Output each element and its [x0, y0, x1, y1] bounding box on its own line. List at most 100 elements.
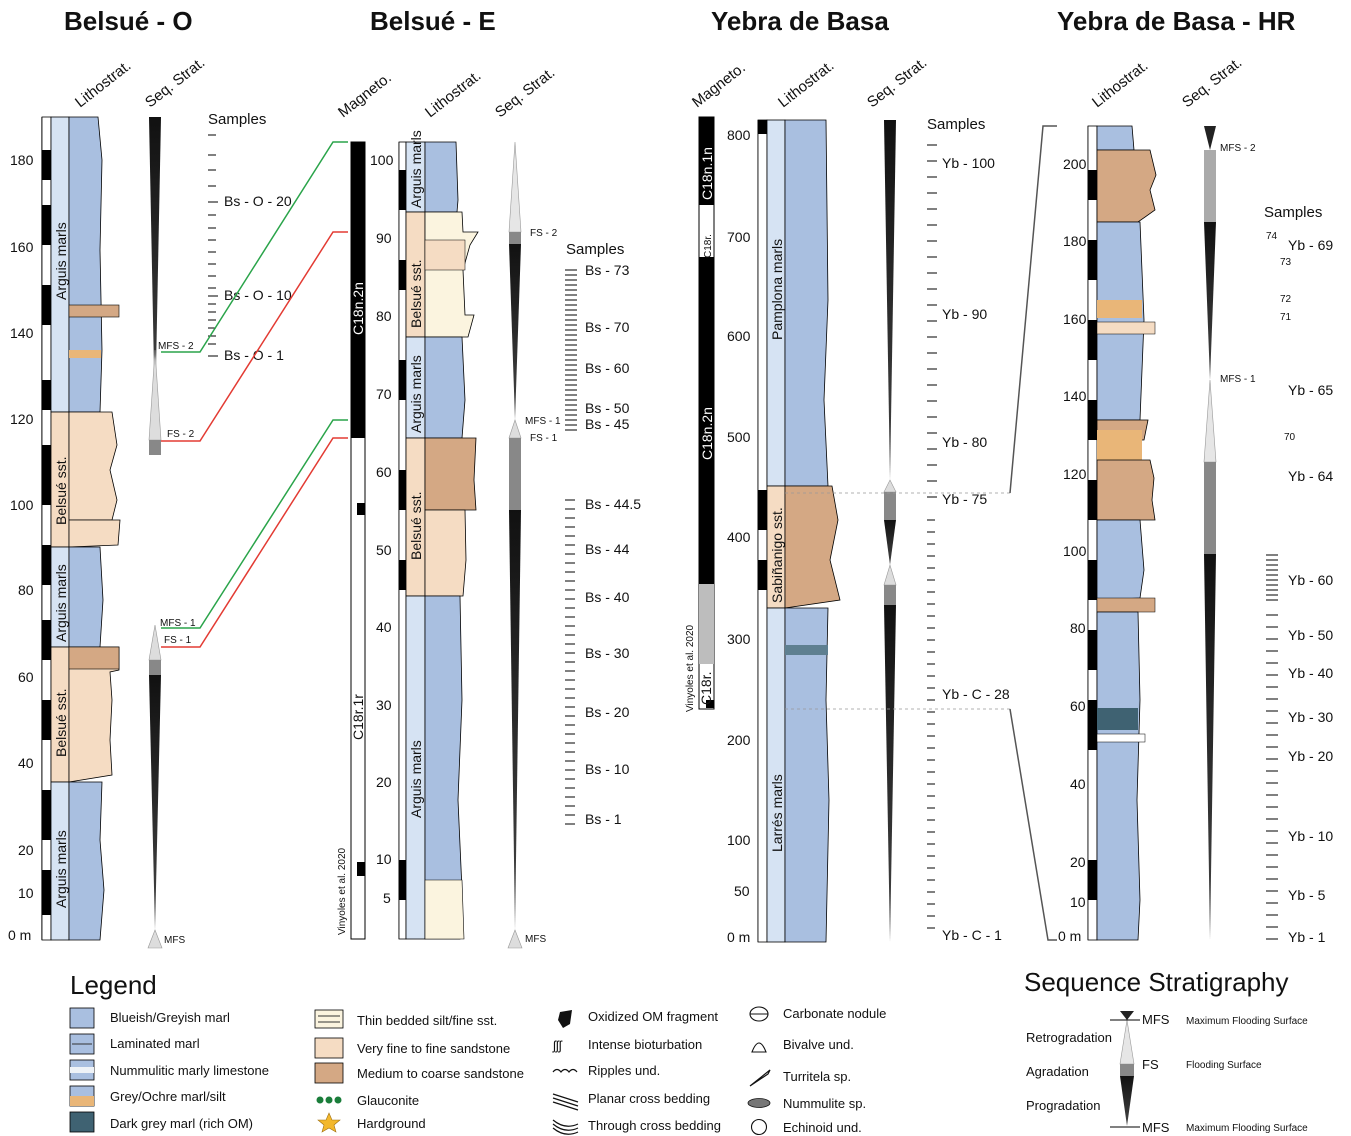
surface-label-bo: MFS - 2: [158, 341, 194, 352]
sample-label-hr: Yb - 64: [1288, 468, 1333, 484]
surface-label-hr: MFS - 1: [1220, 374, 1256, 385]
axis-tick-bo: 20: [18, 842, 34, 858]
header-samples-hr: Samples: [1264, 204, 1322, 221]
magneto-label-yb: C18r.: [703, 234, 714, 258]
correlation-fs2: [161, 231, 348, 442]
surface-label-hr: MFS - 2: [1220, 143, 1256, 154]
hardground-icon: [317, 1112, 341, 1133]
sample-label-be: Bs - 10: [585, 761, 630, 777]
axis-tick-bo: 120: [10, 411, 34, 427]
surface-label-be: MFS: [525, 934, 546, 945]
sample-label-bo: Bs - O - 10: [224, 287, 292, 303]
sample-label-be: Bs - 50: [585, 400, 630, 416]
sample-label-be: Bs - 30: [585, 645, 630, 661]
oxidized-om-icon: [558, 1010, 572, 1028]
legend: Legend Blueish/Greyish marl Laminated ma…: [69, 970, 886, 1136]
axis-tick-hr: 20: [1070, 854, 1086, 870]
axis-tick-hr: 40: [1070, 776, 1086, 792]
legend-item: Glauconite: [357, 1093, 419, 1108]
unit-label-bo: Belsué sst.: [53, 457, 69, 525]
legend-item: Medium to coarse sandstone: [357, 1066, 524, 1081]
surface-label-bo: FS - 2: [167, 429, 195, 440]
legend-item: Nummulitic marly limestone: [110, 1063, 269, 1078]
header-seqstrat-yb: Seq. Strat.: [864, 54, 930, 111]
axis-tick-bo: 100: [10, 497, 34, 513]
seqstrat-fs-desc: Flooding Surface: [1186, 1060, 1262, 1071]
axis-tick-yb: 300: [727, 631, 751, 647]
unit-label-be: Belsué sst.: [408, 492, 424, 560]
magneto-ref-yb: Vinyoles et al. 2020: [685, 624, 696, 712]
sample-label-hr: Yb - 69: [1288, 237, 1333, 253]
sample-label-hr: Yb - 40: [1288, 665, 1333, 681]
sample-label-bo: Bs - O - 20: [224, 193, 292, 209]
sample-label-be: Bs - 45: [585, 416, 630, 432]
surface-label-bo: FS - 1: [164, 635, 192, 646]
sample-label-be: Bs - 60: [585, 360, 630, 376]
ripples-icon: [552, 1068, 578, 1073]
axis-tick-bo: 180: [10, 152, 34, 168]
header-lithostrat-hr: Lithostrat.: [1089, 57, 1151, 111]
sample-label-be: Bs - 70: [585, 319, 630, 335]
header-seqstrat-hr: Seq. Strat.: [1179, 54, 1245, 111]
swatch-fine-sandstone: [314, 1037, 344, 1059]
sample-label-hr: Yb - 10: [1288, 828, 1333, 844]
swatch-dark-marl: [69, 1111, 95, 1133]
legend-item: Through cross bedding: [588, 1118, 721, 1133]
unit-label-yb: Pamplona marls: [769, 239, 785, 340]
sample-label-be: Bs - 40: [585, 589, 630, 605]
sample-label-yb: Yb - 90: [942, 306, 987, 322]
sample-label-hr: 71: [1280, 312, 1292, 323]
unit-label-bo: Arguis marls: [53, 830, 69, 908]
correlation-mfs2: [161, 141, 348, 353]
axis-tick-be: 20: [376, 774, 392, 790]
header-samples-yb: Samples: [927, 116, 985, 133]
axis-tick-bo: 10: [18, 885, 34, 901]
axis-tick-hr: 0 m: [1058, 928, 1081, 944]
axis-tick-be: 30: [376, 697, 392, 713]
header-samples-bo: Samples: [208, 111, 266, 128]
header-magneto-be: Magneto.: [335, 69, 395, 121]
seqstrat-title: Sequence Stratigraphy: [1024, 967, 1289, 997]
legend-item: Dark grey marl (rich OM): [110, 1116, 253, 1131]
unit-label-be: Arguis marls: [408, 740, 424, 818]
belsue-o-column: Lithostrat. Seq. Strat. Samples 0 m 10 2…: [8, 54, 292, 949]
axis-tick-yb: 100: [727, 832, 751, 848]
axis-tick-bo: 140: [10, 325, 34, 341]
surface-label-be: FS - 2: [530, 228, 558, 239]
legend-item: Blueish/Greyish marl: [110, 1010, 230, 1025]
swatch-blueish-marl: [69, 1007, 95, 1029]
legend-item: Echinoid und.: [783, 1120, 862, 1135]
axis-tick-hr: 80: [1070, 620, 1086, 636]
sample-label-hr: 72: [1280, 294, 1292, 305]
axis-tick-be: 90: [376, 230, 392, 246]
unit-label-be: Belsué sst.: [408, 260, 424, 328]
seqstrat-retrogradation: Retrogradation: [1026, 1030, 1112, 1045]
axis-tick-be: 70: [376, 386, 392, 402]
axis-tick-hr: 200: [1063, 156, 1087, 172]
header-lithostrat-be: Lithostrat.: [422, 67, 484, 121]
planar-cross-bedding-icon: [552, 1093, 579, 1111]
axis-tick-hr: 100: [1063, 543, 1087, 559]
legend-item: Very fine to fine sandstone: [357, 1041, 510, 1056]
swatch-thin-bedded: [314, 1009, 344, 1029]
yebra-column: Magneto. Lithostrat. Seq. Strat. Samples…: [685, 54, 1010, 945]
legend-item: Thin bedded silt/fine sst.: [357, 1013, 497, 1028]
magneto-label-be: C18n.2n: [350, 282, 366, 335]
axis-tick-yb: 700: [727, 229, 751, 245]
bivalve-icon: [751, 1042, 767, 1053]
sample-label-be: Bs - 44: [585, 541, 630, 557]
magneto-label-be: C18r.1r: [350, 694, 366, 740]
unit-label-be: Arguis marls: [408, 130, 424, 208]
sample-label-hr: Yb - 50: [1288, 627, 1333, 643]
sample-label-yb: Yb - 100: [942, 155, 995, 171]
seqstrat-mfs-top: MFS: [1142, 1012, 1170, 1027]
sample-label-hr: Yb - 65: [1288, 382, 1333, 398]
axis-tick-yb: 0 m: [727, 929, 750, 945]
axis-tick-yb: 50: [734, 883, 750, 899]
legend-title: Legend: [70, 970, 157, 1000]
axis-tick-be: 5: [383, 890, 391, 906]
axis-tick-yb: 500: [727, 429, 751, 445]
header-lithostrat-yb: Lithostrat.: [775, 57, 837, 111]
sample-label-hr: Yb - 20: [1288, 748, 1333, 764]
